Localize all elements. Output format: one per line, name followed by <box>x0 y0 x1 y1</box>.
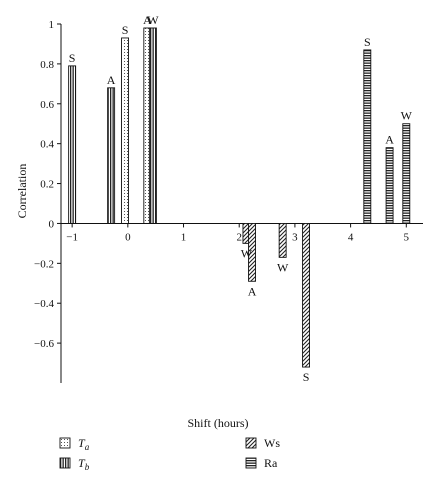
bar-label: W <box>147 13 159 27</box>
x-tick-label: −1 <box>66 231 78 243</box>
legend-swatch <box>59 437 71 449</box>
y-tick-label: 0.8 <box>40 59 54 71</box>
y-tick-label: −0.4 <box>34 298 54 310</box>
legend-swatch <box>59 457 71 469</box>
bars <box>68 27 411 368</box>
x-tick-label: 3 <box>292 231 298 243</box>
bar-tb <box>68 65 77 224</box>
bar-ra <box>402 123 411 224</box>
y-tick-label: 1 <box>49 19 55 31</box>
y-tick-label: −0.6 <box>34 338 54 350</box>
bar-label: S <box>303 370 310 384</box>
y-axis-title: Correlation <box>15 164 29 219</box>
x-tick-label: 4 <box>348 231 354 243</box>
y-tick-label: 0.2 <box>40 179 54 191</box>
bar-label: A <box>248 284 257 298</box>
x-tick-label: 0 <box>125 231 131 243</box>
legend-label: Ra <box>264 456 278 470</box>
bar-label: S <box>364 35 371 49</box>
bar-ta <box>121 37 129 224</box>
bar-tb <box>148 27 157 224</box>
legend-label: Ta <box>78 436 90 452</box>
bar-ws <box>248 222 256 282</box>
bar-tb <box>107 87 116 224</box>
legend: Ta Tb Ws Ra <box>59 436 280 472</box>
bar-ws <box>302 222 310 368</box>
bar-label: S <box>69 51 76 65</box>
legend-swatch <box>245 437 257 449</box>
x-tick-label: 1 <box>181 231 187 243</box>
bar-ra <box>363 49 372 224</box>
legend-label: Ws <box>264 436 280 450</box>
bar-label: W <box>401 109 413 123</box>
bar-label: A <box>107 73 116 87</box>
bar-label: S <box>122 23 129 37</box>
legend-label: Tb <box>78 456 90 472</box>
x-tick-label: 2 <box>236 231 242 243</box>
axes: 1 0.8 0.6 0.4 0.2 0 −0.2 −0.4 −0.6 −1 0 1 2 3 4 5 <box>34 19 423 383</box>
bar-label: W <box>241 246 253 260</box>
y-tick-label: 0.4 <box>40 139 54 151</box>
bar-label: W <box>277 260 289 274</box>
legend-swatch <box>245 457 257 469</box>
y-tick-label: 0 <box>49 218 55 230</box>
bar-label: A <box>143 13 152 27</box>
x-axis-title: Shift (hours) <box>188 416 249 430</box>
bar-ra <box>385 147 394 224</box>
y-tick-label: 0.6 <box>40 99 54 111</box>
y-tick-label: −0.2 <box>34 258 54 270</box>
x-tick-label: 5 <box>404 231 410 243</box>
bar-label: A <box>385 133 394 147</box>
bar-ws <box>278 222 287 258</box>
